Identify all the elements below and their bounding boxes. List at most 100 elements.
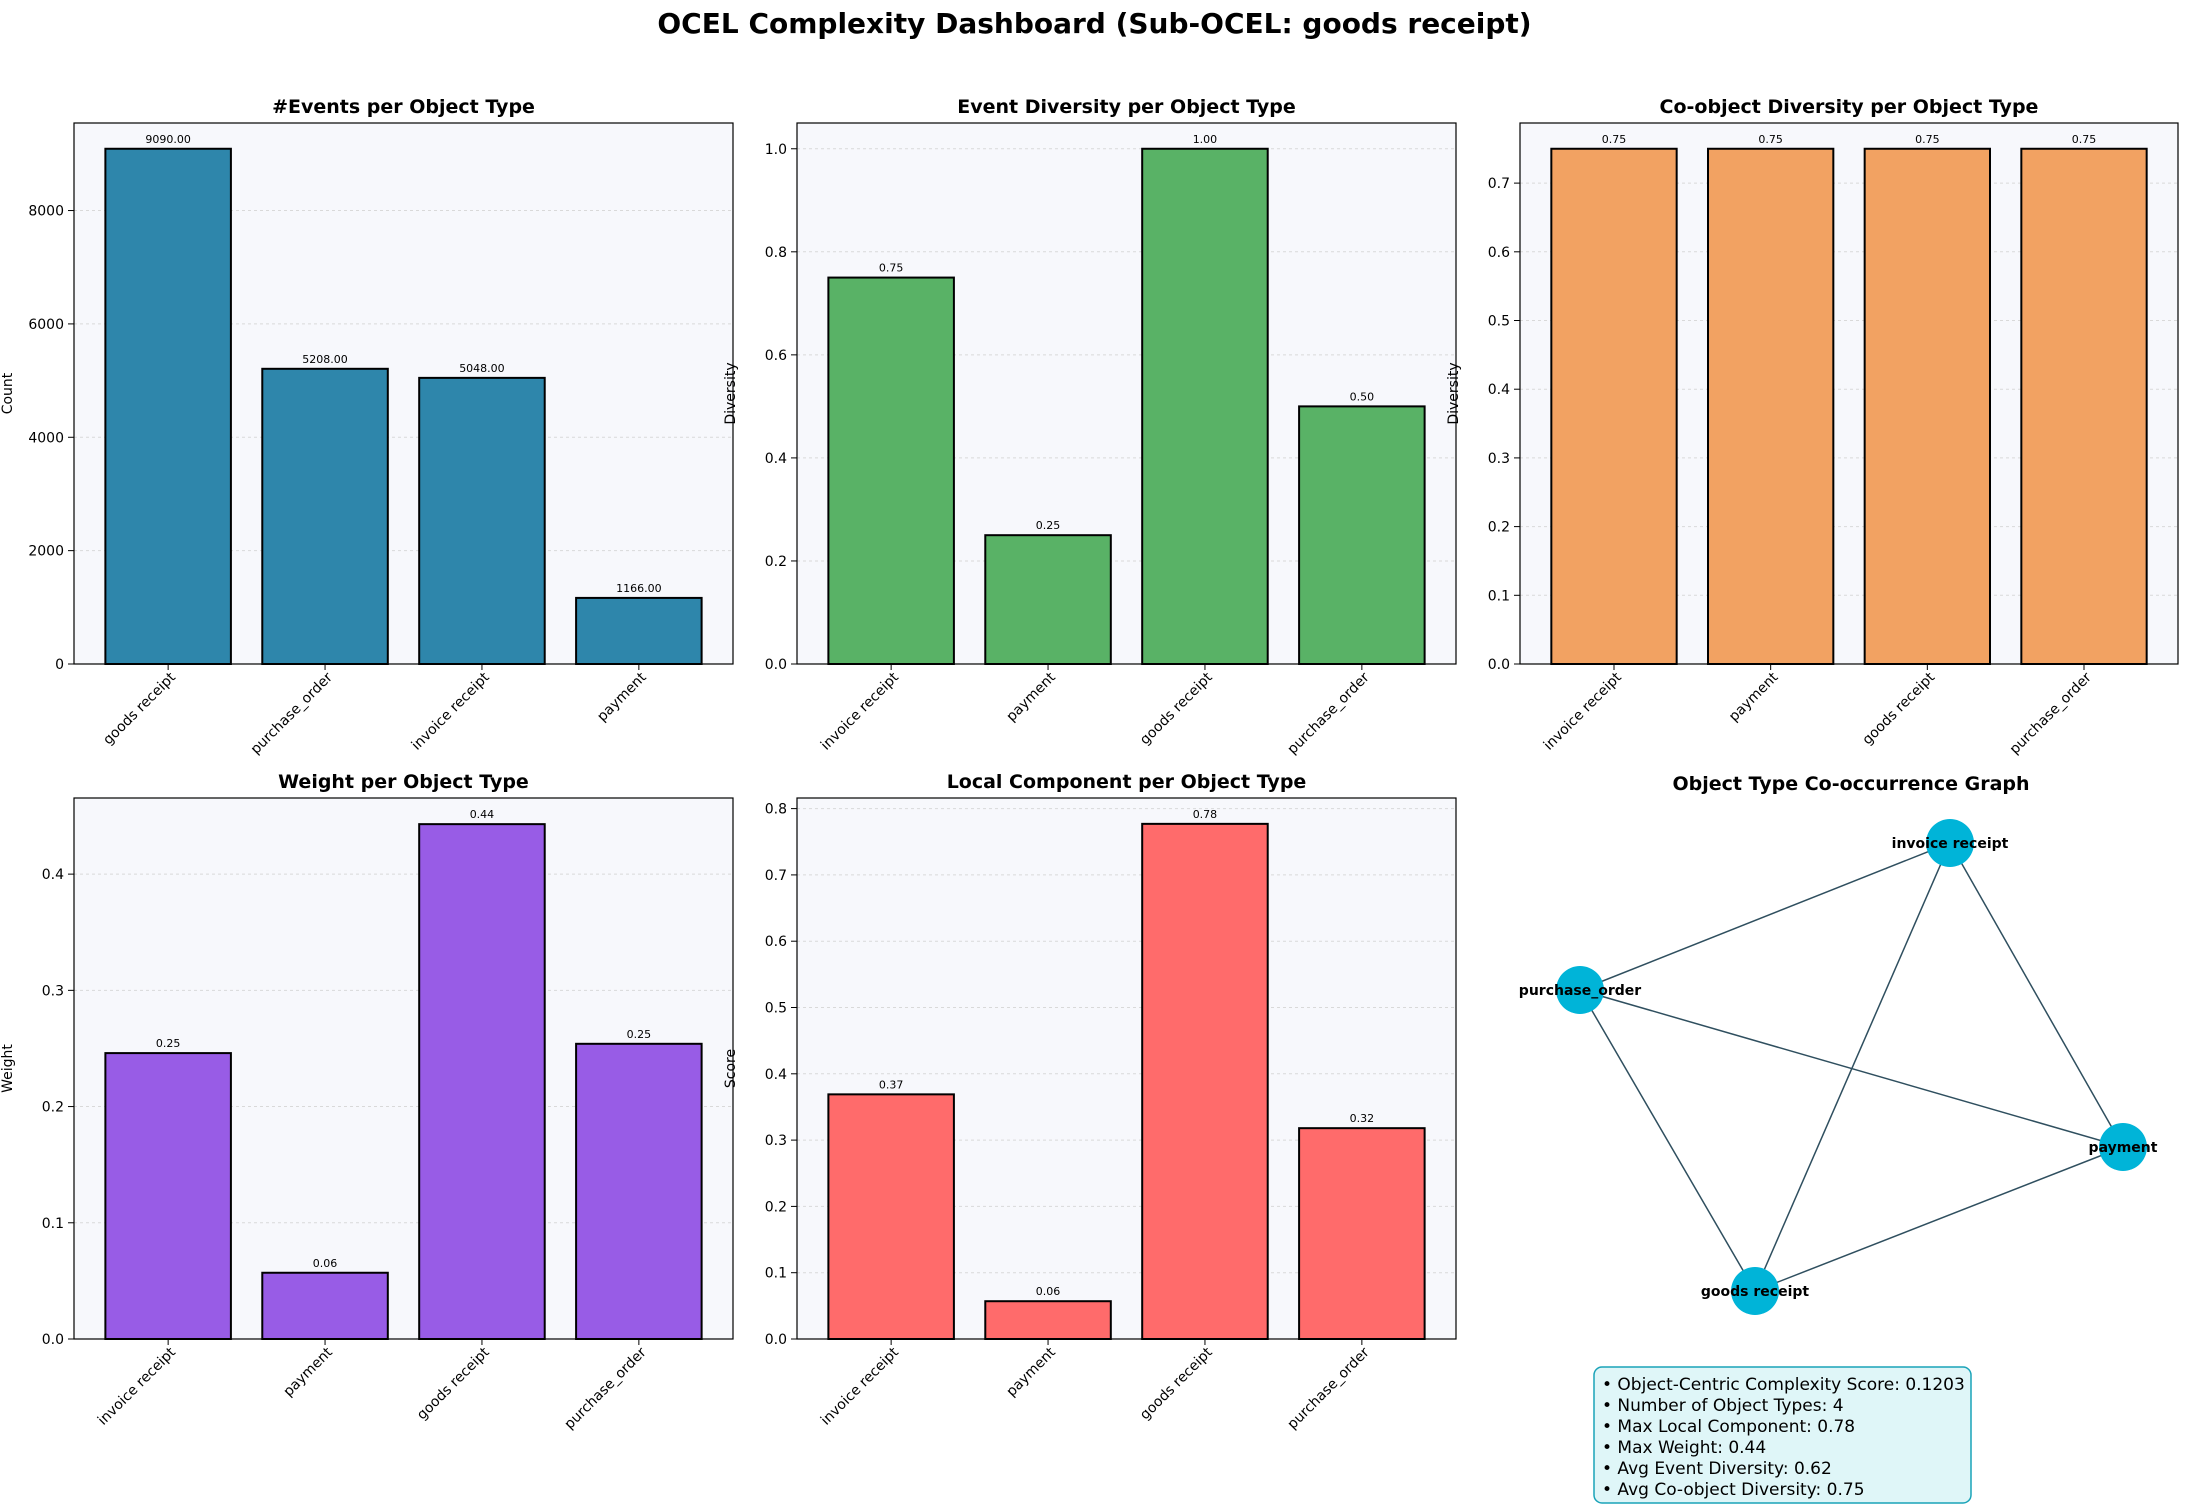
graph-edge xyxy=(1949,842,2124,1148)
y-tick-label: 0.2 xyxy=(765,554,787,570)
y-tick-label: 0.0 xyxy=(765,657,787,673)
graph-node xyxy=(1731,1267,1779,1315)
plot-frame xyxy=(73,797,734,1340)
plot-frame xyxy=(796,122,1457,665)
y-tick-label: 0.1 xyxy=(765,1266,787,1282)
bar xyxy=(104,147,232,665)
graph-node-label: payment xyxy=(2089,1140,2158,1156)
bar-value-label: 0.37 xyxy=(879,1078,904,1091)
y-tick-label: 0.1 xyxy=(42,1216,64,1232)
bar-value-label: 0.78 xyxy=(1193,808,1218,821)
y-tick-label: 0.6 xyxy=(1488,245,1510,261)
co-occurrence-graph: Object Type Co-occurrence Graph invoice r… xyxy=(1519,773,2158,1315)
bar xyxy=(1141,822,1269,1340)
y-tick-label: 0.2 xyxy=(42,1100,64,1116)
summary-line: • Avg Event Diversity: 0.62 xyxy=(1602,1459,1832,1479)
summary-line: • Avg Co-object Diversity: 0.75 xyxy=(1602,1480,1865,1500)
bar-value-label: 0.75 xyxy=(1915,133,1940,146)
y-tick-label: 0.0 xyxy=(1488,657,1510,673)
bar-value-label: 0.50 xyxy=(1350,390,1375,403)
bar-value-label: 0.75 xyxy=(2072,133,2097,146)
y-tick-label: 0.1 xyxy=(1488,588,1510,604)
y-tick-label: 6000 xyxy=(28,317,64,333)
bar xyxy=(575,596,703,665)
y-axis-label: Diversity xyxy=(1446,362,1462,424)
y-tick-label: 0.4 xyxy=(42,867,64,883)
bar xyxy=(261,1271,389,1341)
graph-edge xyxy=(1754,842,1951,1292)
y-axis-label: Score xyxy=(723,1049,739,1088)
chart-title: Event Diversity per Object Type xyxy=(957,96,1295,118)
plot-frame xyxy=(73,122,734,665)
summary-line: • Object-Centric Complexity Score: 0.120… xyxy=(1602,1375,1965,1395)
graph-node-label: purchase_order xyxy=(1519,983,1641,999)
y-tick-label: 0.6 xyxy=(765,348,787,364)
y-tick-label: 0.5 xyxy=(1488,314,1510,330)
bar-value-label: 5208.00 xyxy=(302,353,348,366)
y-tick-label: 0.7 xyxy=(1488,176,1510,192)
bar-value-label: 0.75 xyxy=(879,262,904,275)
bar-value-label: 1166.00 xyxy=(616,582,662,595)
bar xyxy=(1298,405,1426,665)
y-tick-label: 0.4 xyxy=(765,451,787,467)
bar xyxy=(1141,147,1269,665)
y-tick-label: 2000 xyxy=(28,544,64,560)
dashboard-title: OCEL Complexity Dashboard (Sub-OCEL: goo… xyxy=(657,7,1531,40)
y-tick-label: 4000 xyxy=(28,430,64,446)
y-tick-label: 0.4 xyxy=(765,1067,787,1083)
plot-frame xyxy=(796,797,1457,1340)
bar xyxy=(104,1052,232,1340)
bar xyxy=(575,1042,703,1341)
bar xyxy=(1707,147,1835,665)
bar xyxy=(827,1093,955,1340)
graph-node-label: goods receipt xyxy=(1701,1284,1810,1300)
bar-value-label: 0.25 xyxy=(1036,519,1061,532)
chart-title: #Events per Object Type xyxy=(272,96,535,118)
y-tick-label: 0.8 xyxy=(765,802,787,818)
bar xyxy=(261,367,389,665)
graph-edge xyxy=(1754,1146,2124,1292)
y-tick-label: 0.5 xyxy=(765,1001,787,1017)
plot-frame xyxy=(1519,122,2179,665)
y-tick-label: 8000 xyxy=(28,204,64,220)
chart-title: Weight per Object Type xyxy=(278,771,529,793)
y-tick-label: 0.3 xyxy=(1488,451,1510,467)
bar xyxy=(1298,1127,1426,1340)
bar xyxy=(1863,147,1991,665)
bar xyxy=(418,376,546,665)
y-tick-label: 0.3 xyxy=(42,983,64,999)
y-tick-label: 0.0 xyxy=(42,1332,64,1348)
chart-title: Co-object Diversity per Object Type xyxy=(1660,96,2039,118)
y-tick-label: 0.7 xyxy=(765,868,787,884)
graph-edge xyxy=(1579,989,1756,1292)
bar-value-label: 0.25 xyxy=(627,1028,652,1041)
graph-node-label: invoice receipt xyxy=(1892,836,2009,852)
y-axis-label: Weight xyxy=(0,1044,16,1093)
y-tick-label: 0.0 xyxy=(765,1332,787,1348)
bar-value-label: 5048.00 xyxy=(459,362,505,375)
bar xyxy=(827,276,955,665)
graph-node xyxy=(1926,819,1974,867)
bar xyxy=(418,823,546,1340)
summary-box: • Object-Centric Complexity Score: 0.120… xyxy=(1593,1366,1972,1504)
graph-edge xyxy=(1579,989,2124,1148)
bar-value-label: 1.00 xyxy=(1193,133,1218,146)
bar-value-label: 0.06 xyxy=(313,1257,338,1270)
y-tick-label: 0.8 xyxy=(765,245,787,261)
chart-title: Local Component per Object Type xyxy=(947,771,1307,793)
y-tick-label: 1.0 xyxy=(765,142,787,158)
y-tick-label: 0.2 xyxy=(1488,520,1510,536)
y-tick-label: 0.3 xyxy=(765,1133,787,1149)
y-tick-label: 0.4 xyxy=(1488,382,1510,398)
bar xyxy=(2020,147,2148,665)
y-tick-label: 0.6 xyxy=(765,934,787,950)
summary-panel xyxy=(1593,1366,1972,1504)
bar-value-label: 0.44 xyxy=(470,808,495,821)
graph-node xyxy=(2099,1123,2147,1171)
bar xyxy=(1550,147,1678,665)
